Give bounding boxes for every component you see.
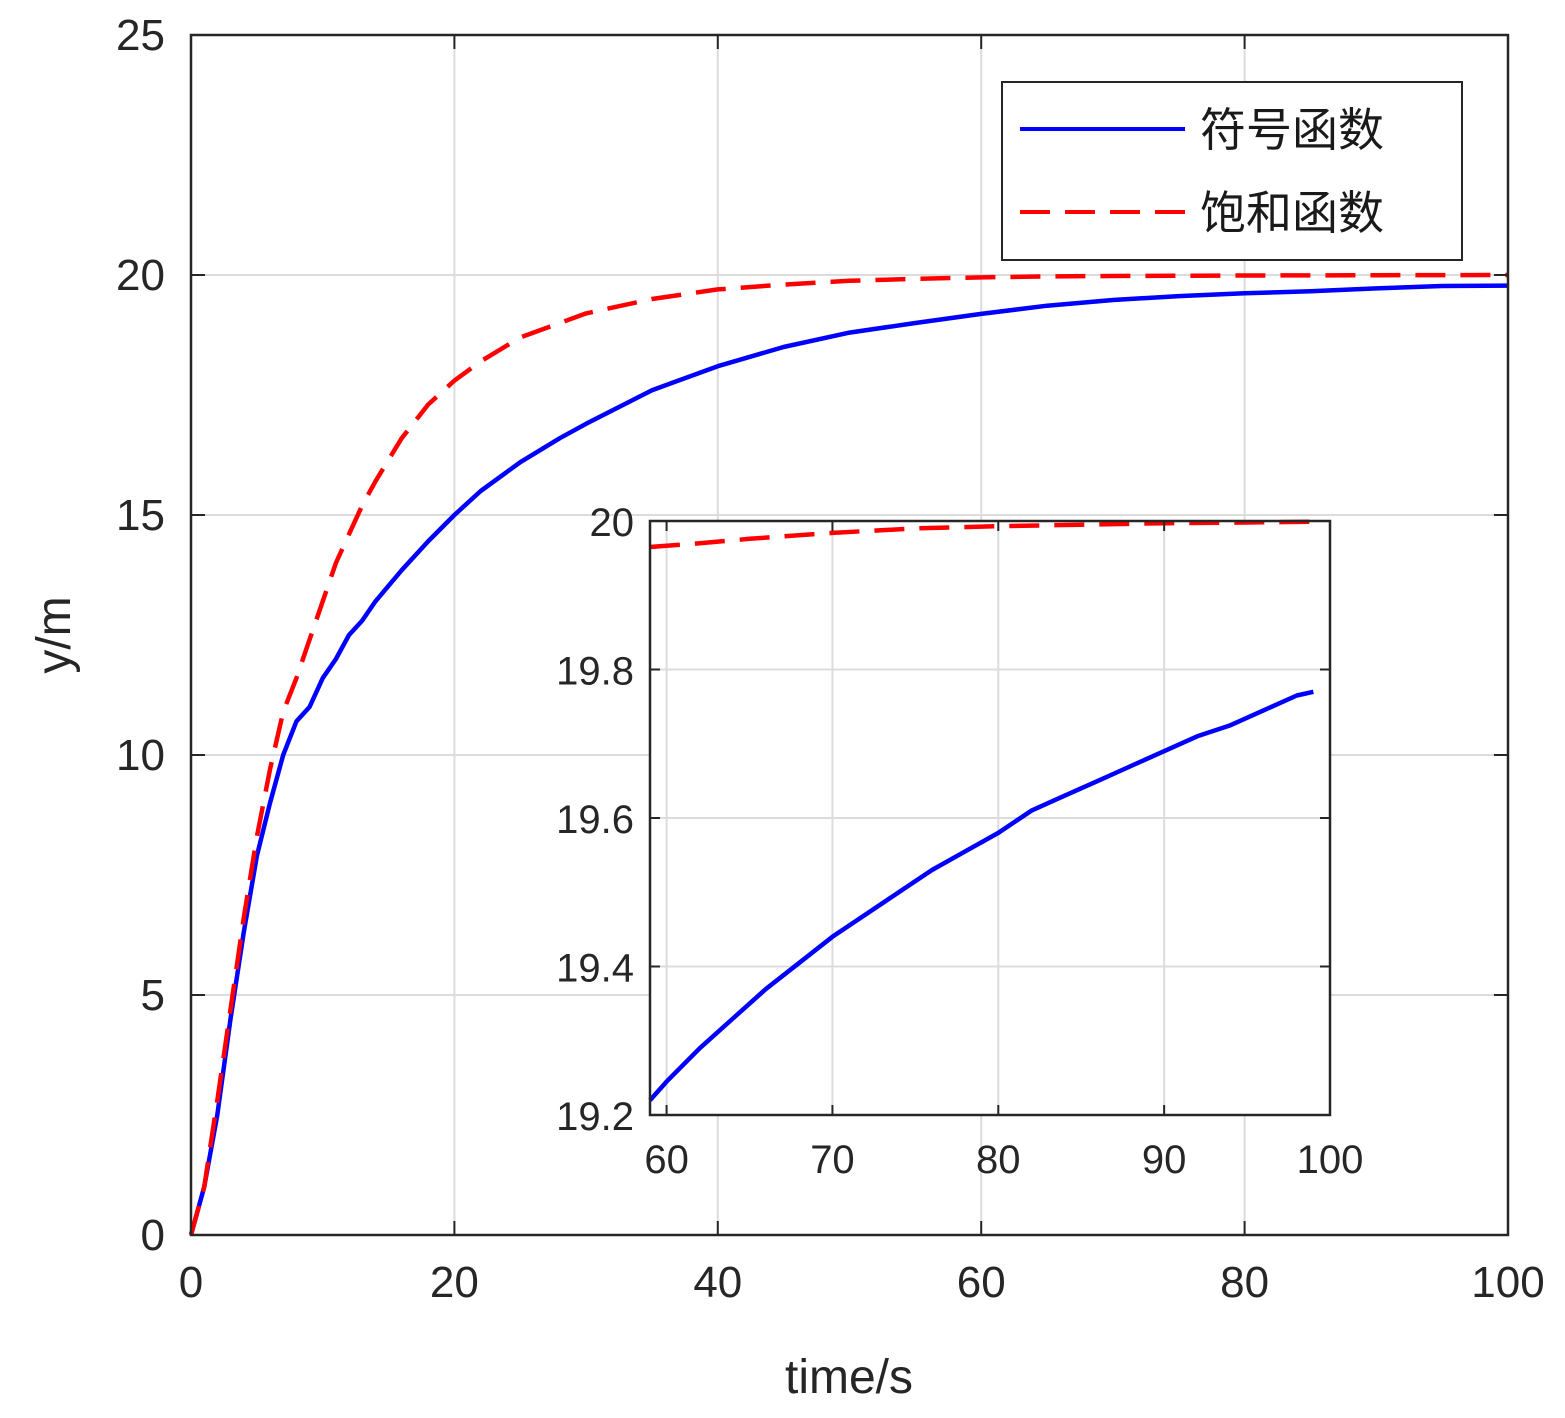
y-tick-label: 19.4 [556,947,634,991]
x-tick-label: 100 [1297,1138,1364,1182]
y-axis-label: y/m [28,596,81,673]
x-tick-label: 80 [976,1138,1021,1182]
x-tick-label: 90 [1142,1138,1187,1182]
x-tick-label: 60 [644,1138,689,1182]
legend-box [1001,81,1463,261]
y-tick-label: 20 [590,501,635,545]
legend-label-series-2: 饱和函数 [1200,186,1384,240]
legend: 符号函数 饱和函数 [1001,81,1463,261]
x-tick-label: 20 [430,1258,479,1307]
y-tick-label: 19.8 [556,650,634,694]
x-tick-label: 100 [1471,1258,1544,1307]
y-tick-label: 15 [116,491,165,540]
series-line-1 [648,689,1314,1102]
y-tick-label: 0 [141,1211,165,1260]
main-series-group [188,272,1509,1236]
x-tick-label: 70 [810,1138,855,1182]
main-axes-box [189,33,1510,1237]
y-tick-label: 19.6 [556,798,634,842]
x-tick-label: 60 [957,1258,1006,1307]
inset-plot: 60 70 80 90 100 19.2 19.4 19.6 19.8 20 [556,501,1363,1182]
x-tick-label: 80 [1220,1258,1269,1307]
y-tick-label: 5 [141,971,165,1020]
legend-label-series-1: 符号函数 [1200,103,1384,157]
main-ticks: 0 20 40 60 80 100 0 5 10 15 20 25 [116,11,1545,1307]
y-tick-label: 25 [116,11,165,60]
inset-series-group [648,519,1314,1102]
x-tick-label: 40 [693,1258,742,1307]
inset-ticks: 60 70 80 90 100 19.2 19.4 19.6 19.8 20 [556,501,1363,1182]
series-line-1 [188,283,1509,1236]
series-line-2 [649,519,1314,550]
x-axis-label: time/s [785,1351,913,1404]
x-tick-label: 0 [179,1258,203,1307]
series-line-2 [188,272,1509,1236]
y-tick-label: 19.2 [556,1095,634,1139]
y-tick-label: 20 [116,251,165,300]
y-tick-label: 10 [116,731,165,780]
